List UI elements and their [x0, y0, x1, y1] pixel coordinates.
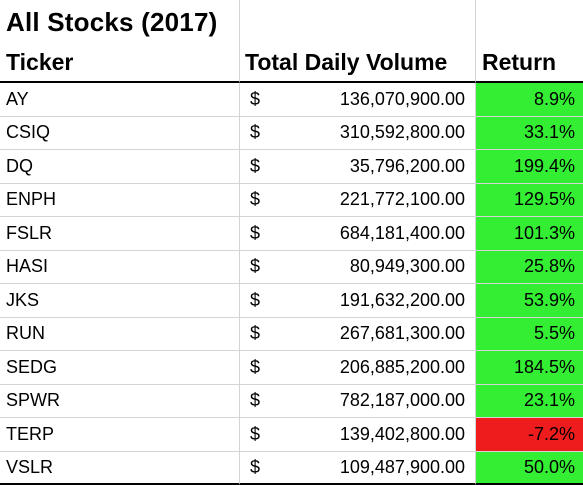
ticker-cell[interactable]: SEDG: [0, 351, 240, 385]
currency-symbol: $: [250, 122, 260, 143]
volume-value: 206,885,200.00: [340, 357, 465, 378]
return-cell[interactable]: 25.8%: [476, 251, 583, 285]
volume-cell[interactable]: $136,070,900.00: [240, 83, 476, 117]
return-cell[interactable]: 33.1%: [476, 117, 583, 151]
currency-symbol: $: [250, 223, 260, 244]
table-row: TERP$139,402,800.00-7.2%: [0, 418, 583, 452]
ticker-cell[interactable]: HASI: [0, 251, 240, 285]
header-return[interactable]: Return: [476, 44, 583, 83]
volume-value: 136,070,900.00: [340, 89, 465, 110]
volume-value: 109,487,900.00: [340, 457, 465, 478]
volume-cell[interactable]: $684,181,400.00: [240, 217, 476, 251]
return-cell[interactable]: 129.5%: [476, 184, 583, 218]
spreadsheet: All Stocks (2017) Ticker Total Daily Vol…: [0, 0, 583, 453]
volume-value: 139,402,800.00: [340, 424, 465, 445]
ticker-cell[interactable]: DQ: [0, 150, 240, 184]
ticker-cell[interactable]: JKS: [0, 284, 240, 318]
currency-symbol: $: [250, 256, 260, 277]
currency-symbol: $: [250, 457, 260, 478]
volume-cell[interactable]: $109,487,900.00: [240, 452, 476, 485]
volume-cell[interactable]: $206,885,200.00: [240, 351, 476, 385]
volume-cell[interactable]: $35,796,200.00: [240, 150, 476, 184]
ticker-cell[interactable]: AY: [0, 83, 240, 117]
title-cell[interactable]: All Stocks (2017): [0, 0, 240, 44]
currency-symbol: $: [250, 189, 260, 210]
volume-cell[interactable]: $267,681,300.00: [240, 318, 476, 352]
return-cell[interactable]: 101.3%: [476, 217, 583, 251]
return-cell[interactable]: 50.0%: [476, 452, 583, 485]
volume-value: 35,796,200.00: [350, 156, 465, 177]
volume-cell[interactable]: $80,949,300.00: [240, 251, 476, 285]
header-ticker[interactable]: Ticker: [0, 44, 240, 83]
ticker-cell[interactable]: CSIQ: [0, 117, 240, 151]
volume-value: 684,181,400.00: [340, 223, 465, 244]
currency-symbol: $: [250, 290, 260, 311]
volume-value: 191,632,200.00: [340, 290, 465, 311]
header-volume[interactable]: Total Daily Volume: [240, 44, 476, 83]
currency-symbol: $: [250, 323, 260, 344]
volume-value: 267,681,300.00: [340, 323, 465, 344]
ticker-cell[interactable]: ENPH: [0, 184, 240, 218]
empty-cell[interactable]: [240, 0, 476, 44]
volume-value: 782,187,000.00: [340, 390, 465, 411]
currency-symbol: $: [250, 89, 260, 110]
sheet-title: All Stocks (2017): [0, 7, 218, 38]
header-row: Ticker Total Daily Volume Return: [0, 44, 583, 83]
return-cell[interactable]: 5.5%: [476, 318, 583, 352]
return-cell[interactable]: -7.2%: [476, 418, 583, 452]
return-cell[interactable]: 199.4%: [476, 150, 583, 184]
ticker-cell[interactable]: SPWR: [0, 385, 240, 419]
return-cell[interactable]: 8.9%: [476, 83, 583, 117]
volume-value: 80,949,300.00: [350, 256, 465, 277]
ticker-cell[interactable]: RUN: [0, 318, 240, 352]
currency-symbol: $: [250, 357, 260, 378]
volume-cell[interactable]: $191,632,200.00: [240, 284, 476, 318]
return-cell[interactable]: 184.5%: [476, 351, 583, 385]
ticker-cell[interactable]: TERP: [0, 418, 240, 452]
volume-cell[interactable]: $782,187,000.00: [240, 385, 476, 419]
volume-value: 221,772,100.00: [340, 189, 465, 210]
volume-cell[interactable]: $139,402,800.00: [240, 418, 476, 452]
empty-cell[interactable]: [476, 0, 583, 44]
volume-cell[interactable]: $221,772,100.00: [240, 184, 476, 218]
ticker-cell[interactable]: FSLR: [0, 217, 240, 251]
currency-symbol: $: [250, 156, 260, 177]
return-cell[interactable]: 23.1%: [476, 385, 583, 419]
volume-cell[interactable]: $310,592,800.00: [240, 117, 476, 151]
currency-symbol: $: [250, 390, 260, 411]
ticker-cell[interactable]: VSLR: [0, 452, 240, 485]
currency-symbol: $: [250, 424, 260, 445]
return-cell[interactable]: 53.9%: [476, 284, 583, 318]
volume-value: 310,592,800.00: [340, 122, 465, 143]
title-row: All Stocks (2017): [0, 0, 583, 44]
